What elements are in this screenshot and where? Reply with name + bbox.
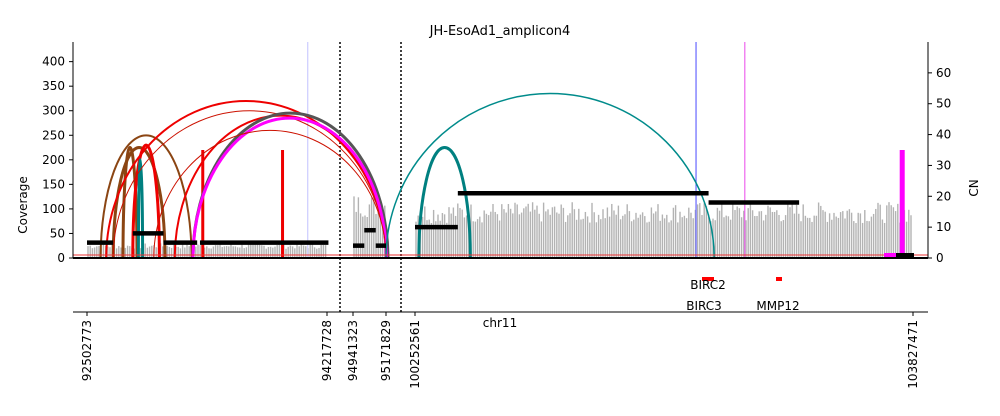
y-tick-label: 250 <box>42 128 65 142</box>
cn-tick-label: 30 <box>936 158 951 172</box>
y-tick-label: 0 <box>57 251 65 265</box>
x-axis-label: chr11 <box>483 316 517 330</box>
breakpoint-arc <box>112 110 387 259</box>
cn-tick-label: 40 <box>936 128 951 142</box>
x-tick-label: 95171829 <box>379 320 393 381</box>
y-tick-label: 50 <box>50 226 65 240</box>
gene-marker <box>702 277 714 281</box>
cn-tick-label: 50 <box>936 97 951 111</box>
x-tick-label: 94217728 <box>320 320 334 381</box>
y-tick-label: 350 <box>42 79 65 93</box>
breakpoint-arc <box>131 143 161 259</box>
gene-label: BIRC2 <box>690 278 726 292</box>
coverage-histogram <box>87 196 912 258</box>
gene-marker <box>776 277 782 281</box>
breakpoint-arc <box>153 129 387 259</box>
breakpoint-arc <box>191 116 388 259</box>
breakpoint-arc <box>105 99 387 259</box>
plot-area: 0 50 100 150 200 250 300 350 400 0 10 20 30 40 50 60 925… <box>42 42 951 389</box>
x-tick-label: 103827471 <box>906 320 920 389</box>
breakpoint-arc <box>99 134 193 259</box>
x-tick-label: 92502773 <box>80 320 94 381</box>
y-axis-label-coverage: Coverage <box>16 176 30 234</box>
gene-label: BIRC3 <box>686 299 722 313</box>
chart-title: JH-EsoAd1_amplicon4 <box>429 24 571 39</box>
cn-tick-label: 20 <box>936 189 951 203</box>
breakpoint-arc <box>417 146 472 259</box>
y-tick-label: 200 <box>42 153 65 167</box>
baseline-marker <box>896 253 914 258</box>
breakpoint-arc <box>111 146 167 259</box>
breakpoint-arc <box>138 160 142 258</box>
y-tick-label: 150 <box>42 177 65 191</box>
baseline-marker <box>884 253 896 257</box>
x-tick-label: 100252561 <box>408 320 422 389</box>
y-tick-label: 100 <box>42 202 65 216</box>
cn-tick-label: 0 <box>936 251 944 265</box>
gene-label: MMP12 <box>756 299 799 313</box>
cn-tick-label: 10 <box>936 220 951 234</box>
x-tick-label: 94941323 <box>346 320 360 381</box>
y-tick-label: 300 <box>42 104 65 118</box>
breakpoint-arc <box>121 147 139 259</box>
y-axis-label-cn: CN <box>967 179 981 196</box>
breakpoint-arc <box>385 93 715 259</box>
y-tick-label: 400 <box>42 55 65 69</box>
cn-tick-label: 60 <box>936 66 951 80</box>
